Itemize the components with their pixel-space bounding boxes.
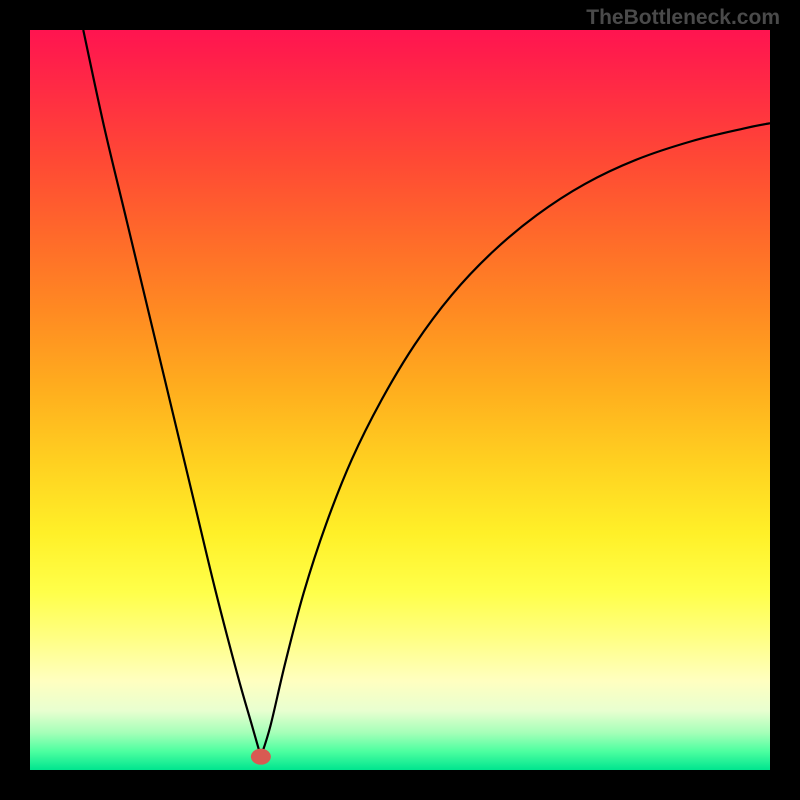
chart-svg [0, 0, 800, 800]
minimum-marker [251, 749, 271, 765]
bottleneck-chart: TheBottleneck.com [0, 0, 800, 800]
plot-background [30, 30, 770, 770]
watermark-text: TheBottleneck.com [586, 6, 780, 30]
